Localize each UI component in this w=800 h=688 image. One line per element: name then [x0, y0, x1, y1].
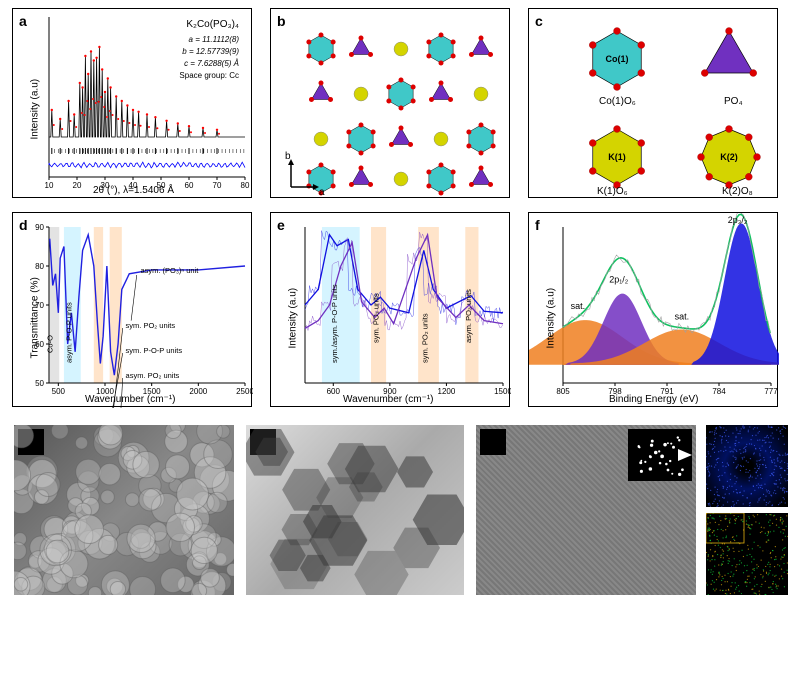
crystal-structure: ba [271, 9, 511, 199]
svg-text:b: b [285, 151, 291, 162]
svg-text:sym. P-O-P units: sym. P-O-P units [126, 346, 183, 355]
panel-f-label: f [535, 217, 540, 233]
sem-texture [14, 425, 234, 595]
svg-text:K(1)O₆: K(1)O₆ [597, 186, 628, 197]
svg-text:K(2): K(2) [720, 152, 738, 162]
panel-d: d 50010001500200025005060708090Co-Oasym.… [12, 212, 252, 407]
svg-text:600: 600 [327, 387, 341, 396]
svg-text:50: 50 [35, 379, 44, 388]
svg-text:sat.: sat. [571, 301, 586, 311]
raman-plot: 60090012001500sym./asym. P-O-P unitssym.… [271, 213, 511, 408]
panel-a: a 1020304050607080 Intensity (a.u) 2θ (°… [12, 8, 252, 198]
panel-e-label: e [277, 217, 285, 233]
svg-text:Co(1)O₆: Co(1)O₆ [599, 96, 636, 107]
panel-d-label: d [19, 217, 28, 233]
panel-e-xlabel: Wavenumber (cm⁻¹) [343, 394, 433, 405]
svg-text:805: 805 [556, 387, 570, 396]
eds2-dots [706, 513, 788, 595]
svg-text:1500: 1500 [494, 387, 511, 396]
svg-text:10: 10 [45, 181, 54, 190]
svg-text:asym. (PO₃)ⁿ unit: asym. (PO₃)ⁿ unit [140, 266, 199, 275]
tem-image [246, 425, 464, 595]
panel-b-label: b [277, 13, 286, 29]
eds-map-1 [706, 425, 788, 507]
svg-text:60: 60 [185, 181, 194, 190]
panel-a-param2: c = 7.6288(5) Å [184, 59, 239, 68]
saed-pattern [628, 429, 692, 481]
saed-inset [628, 429, 692, 481]
svg-text:asym. P-O-P units: asym. P-O-P units [64, 302, 73, 363]
panel-e: e 60090012001500sym./asym. P-O-P unitssy… [270, 212, 510, 407]
svg-text:K(1): K(1) [608, 152, 626, 162]
panel-b: b ba [270, 8, 510, 198]
svg-text:Co(1): Co(1) [606, 54, 629, 64]
svg-text:500: 500 [52, 387, 66, 396]
panel-a-ylabel: Intensity (a.u) [30, 60, 41, 140]
svg-text:sym. PO₃ units: sym. PO₃ units [372, 293, 381, 343]
panel-a-xlabel: 2θ (°), λ=1.5406 Å [93, 185, 174, 196]
svg-text:a: a [319, 187, 325, 198]
ftir-plot: 50010001500200025005060708090Co-Oasym. P… [13, 213, 253, 408]
svg-text:asym. PO₃ units: asym. PO₃ units [464, 289, 473, 343]
svg-text:2000: 2000 [189, 387, 207, 396]
sem-image [14, 425, 234, 595]
panel-a-param1: b = 12.57739(9) [182, 47, 239, 56]
svg-text:Co-O: Co-O [46, 335, 55, 353]
polyhedra: Co(1) Co(1)O₆ PO₄ K(1) K(1)O₆ K(2) K(2)O₈ [529, 9, 779, 199]
panel-f: f 805798791784777sat.2p₁/₂sat.2p₃/₂ Inte… [528, 212, 778, 407]
panel-d-xlabel: Wavenumber (cm⁻¹) [85, 394, 175, 405]
svg-text:2p₃/₂: 2p₃/₂ [728, 215, 748, 225]
svg-text:PO₄: PO₄ [724, 96, 743, 107]
hrtem-image [476, 425, 696, 595]
svg-text:sym. PO₂ units: sym. PO₂ units [126, 321, 176, 330]
eds1-dots [706, 425, 788, 507]
hrtem-inset [480, 429, 506, 455]
panel-d-ylabel: Transmittance (%) [30, 259, 41, 359]
panel-a-title: K₂Co(PO₃)₄ [186, 19, 239, 30]
panel-a-label: a [19, 13, 27, 29]
svg-text:2p₁/₂: 2p₁/₂ [609, 274, 629, 284]
panel-f-xlabel: Binding Energy (eV) [609, 394, 699, 405]
svg-text:sym. PO₂ units: sym. PO₂ units [421, 313, 430, 363]
panel-a-param3: Space group: Cc [179, 71, 239, 80]
xps-plot: 805798791784777sat.2p₁/₂sat.2p₃/₂ [529, 213, 779, 408]
svg-text:sym./asym. P-O-P units: sym./asym. P-O-P units [330, 284, 339, 363]
tem-texture [246, 425, 464, 595]
svg-text:asym. PO₂ units: asym. PO₂ units [126, 371, 180, 380]
svg-text:80: 80 [241, 181, 250, 190]
panel-a-param0: a = 11.1112(8) [189, 35, 239, 44]
svg-text:K(2)O₈: K(2)O₈ [722, 186, 753, 197]
panel-f-ylabel: Intensity (a.u) [546, 269, 557, 349]
svg-text:sat.: sat. [675, 312, 690, 322]
eds-map-2 [706, 513, 788, 595]
svg-text:90: 90 [35, 223, 44, 232]
panel-c: c Co(1) Co(1)O₆ PO₄ K(1) K(1)O₆ K(2) K(2)O₈ [528, 8, 778, 198]
svg-text:20: 20 [73, 181, 82, 190]
panel-e-ylabel: Intensity (a.u) [288, 269, 299, 349]
svg-text:784: 784 [712, 387, 726, 396]
svg-text:70: 70 [213, 181, 222, 190]
svg-text:1200: 1200 [438, 387, 456, 396]
svg-text:2500: 2500 [236, 387, 253, 396]
panel-c-label: c [535, 13, 543, 29]
svg-text:777: 777 [764, 387, 778, 396]
